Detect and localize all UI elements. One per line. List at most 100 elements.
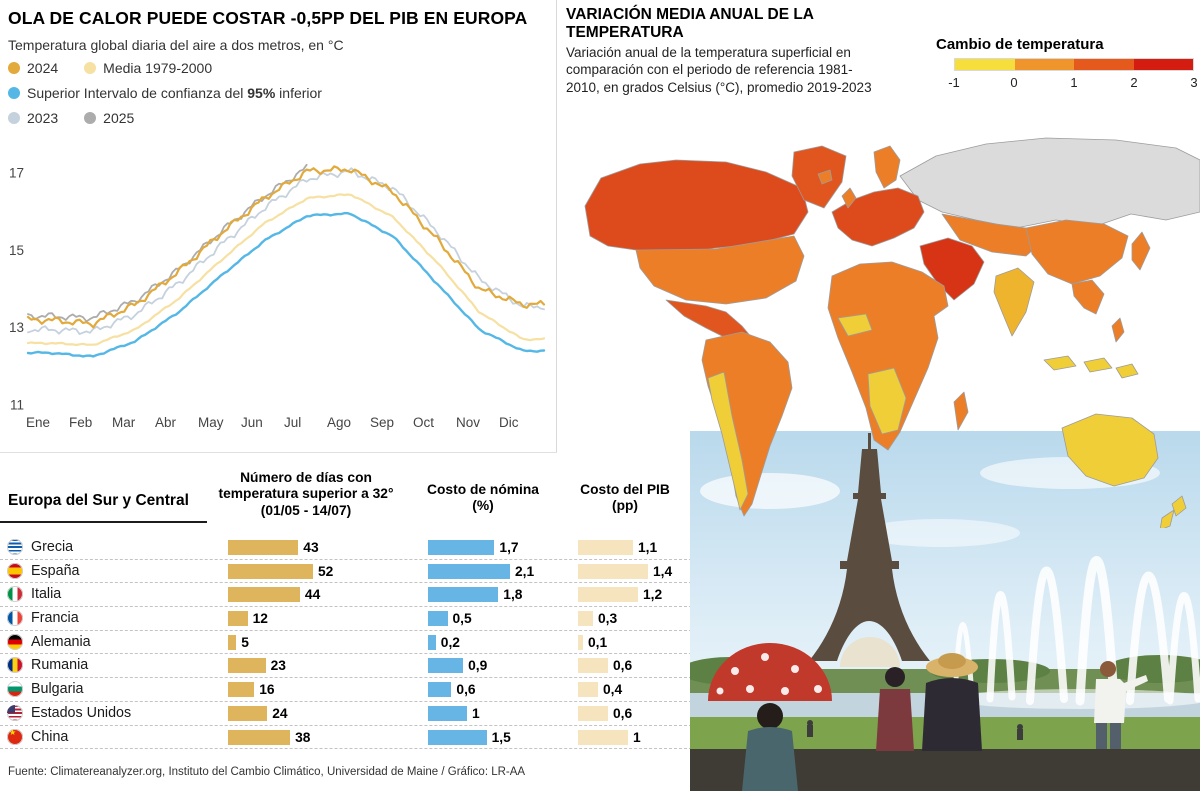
- gdp-bar: [578, 563, 648, 579]
- map-title: VARIACIÓN MEDIA ANUAL DE LA TEMPERATURA: [566, 6, 814, 41]
- gdp-cell: 1: [578, 729, 641, 745]
- legend-dot-2024-icon: [8, 62, 20, 74]
- payroll-bar: [428, 705, 467, 721]
- region-indonesia-1: [1043, 355, 1077, 371]
- svg-text:Ago: Ago: [327, 415, 351, 430]
- table-row: Francia 12 0,5 0,3: [0, 607, 692, 631]
- gdp-bar: [578, 705, 608, 721]
- region-africa: [827, 261, 949, 451]
- country-name: España: [31, 562, 80, 579]
- days-value: 38: [295, 729, 311, 745]
- svg-text:Abr: Abr: [155, 415, 177, 430]
- country-flag-icon: [7, 562, 23, 579]
- days-value: 24: [272, 705, 288, 721]
- payroll-value: 1,7: [499, 540, 519, 555]
- table-row: China 38 1,5 1: [0, 726, 692, 750]
- legend-item-media: Media 1979-2000: [84, 60, 212, 76]
- gdp-bar: [578, 540, 633, 555]
- payroll-cell: 2,1: [428, 563, 535, 579]
- scale-block-4: [1133, 59, 1193, 70]
- legend-dot-2025-icon: [84, 112, 97, 124]
- map-description: Variación anual de la temperatura superf…: [566, 45, 872, 95]
- light-umbrella: [840, 637, 900, 667]
- region-new-zealand-north: [1171, 495, 1187, 517]
- country-flag-icon: [7, 539, 23, 555]
- payroll-bar: [428, 634, 436, 650]
- region-southeast-asia: [1071, 279, 1105, 315]
- temperature-line-chart: 11 13 15 17 Ene Feb Mar Abr May Jun Jul Ago Sep Oct No…: [9, 163, 546, 430]
- column-header-gdp: Costo del PIB (pp): [580, 482, 670, 514]
- days-bar: [228, 611, 248, 627]
- legend-item-2024: 2024: [8, 60, 58, 76]
- svg-text:Jul: Jul: [284, 415, 301, 430]
- days-cell: 5: [228, 634, 249, 650]
- svg-text:Sep: Sep: [370, 415, 394, 430]
- gdp-bar: [578, 729, 628, 745]
- svg-text:11: 11: [10, 398, 24, 413]
- fountain-jets: [952, 556, 1200, 706]
- gdp-cell: 1,4: [578, 563, 673, 579]
- legend-dot-2023-icon: [8, 112, 20, 124]
- payroll-value: 2,1: [515, 563, 535, 579]
- country-flag-icon: [7, 728, 23, 745]
- phone-person: [876, 667, 914, 751]
- days-cell: 44: [228, 587, 321, 603]
- gdp-value: 0,6: [613, 658, 633, 674]
- payroll-cell: 0,9: [428, 658, 487, 674]
- legend-label-confidence: Superior Intervalo de confianza del 95% …: [27, 85, 322, 101]
- region-australia: [1061, 413, 1159, 487]
- days-cell: 43: [228, 540, 319, 555]
- country-flag-icon: [7, 704, 23, 721]
- column-header-days: Número de días con temperatura superior …: [218, 470, 394, 518]
- region-scandinavia: [873, 145, 901, 189]
- region-philippines: [1111, 317, 1125, 343]
- gdp-value: 1,4: [653, 563, 673, 579]
- straw-hat-woman: [922, 653, 982, 751]
- gdp-bar: [578, 611, 593, 627]
- scale-block-3: [1074, 59, 1134, 70]
- legend-dot-media-icon: [84, 62, 97, 74]
- days-value: 44: [304, 587, 321, 603]
- distant-people: [807, 720, 1023, 740]
- country-name: Rumania: [31, 657, 89, 674]
- country-name: Francia: [31, 610, 79, 627]
- country-name: Bulgaria: [31, 681, 84, 698]
- table-row: Rumania 23 0,9 0,6: [0, 654, 692, 679]
- color-scale-ticks: -1 0 1 2 3: [948, 75, 1197, 91]
- payroll-bar: [428, 658, 464, 674]
- svg-text:Dic: Dic: [499, 415, 519, 430]
- scale-tick: 1: [1070, 75, 1078, 90]
- table-row: España 52 2,1 1,4: [0, 560, 692, 584]
- region-iceland: [817, 169, 833, 185]
- gdp-value: 1,2: [643, 587, 663, 603]
- gdp-cell: 0,1: [578, 634, 607, 650]
- legend-item-confidence: Superior Intervalo de confianza del 95% …: [8, 85, 322, 101]
- days-value: 52: [318, 563, 334, 579]
- svg-text:May: May: [198, 415, 224, 430]
- region-indonesia-2: [1083, 357, 1113, 373]
- days-cell: 23: [228, 658, 286, 674]
- chart-legend: 2024 Media 1979-2000 Superior Intervalo …: [8, 60, 322, 135]
- scale-tick: 0: [1010, 75, 1018, 90]
- payroll-bar: [428, 540, 495, 555]
- payroll-value: 0,6: [456, 682, 476, 698]
- legend-item-2025: 2025: [84, 110, 134, 126]
- region-new-guinea: [1115, 363, 1139, 379]
- country-table: Grecia 43 1,7 1,1 España 52 2,1: [0, 536, 692, 750]
- region-russia: [899, 137, 1200, 229]
- payroll-bar: [428, 682, 452, 698]
- color-scale-title: Cambio de temperatura: [936, 36, 1104, 53]
- table-row: Italia 44 1,8 1,2: [0, 583, 692, 608]
- gdp-value: 0,4: [603, 682, 623, 698]
- days-cell: 52: [228, 563, 334, 579]
- region-india: [993, 267, 1035, 337]
- gdp-value: 1,1: [638, 540, 658, 555]
- gdp-value: 0,6: [613, 705, 633, 721]
- table-row: Bulgaria 16 0,6 0,4: [0, 678, 692, 702]
- country-name: Estados Unidos: [31, 704, 132, 721]
- gdp-cell: 0,4: [578, 682, 623, 698]
- payroll-cell: 0,2: [428, 634, 460, 650]
- svg-text:15: 15: [9, 243, 24, 258]
- legend-item-2023: 2023: [8, 110, 58, 126]
